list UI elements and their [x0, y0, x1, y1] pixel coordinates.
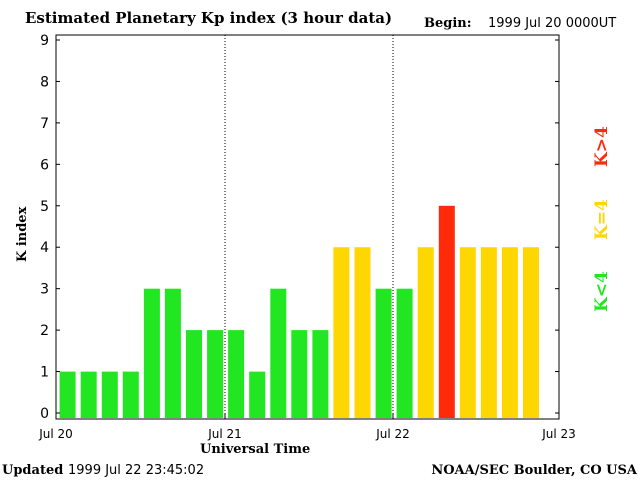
kp-bar	[80, 371, 97, 418]
begin-value: 1999 Jul 20 0000UT	[488, 16, 616, 31]
x-axis-label: Universal Time	[200, 442, 310, 457]
y-tick-label: 4	[40, 240, 49, 256]
kp-bar	[164, 288, 181, 418]
updated-value: 1999 Jul 22 23:45:02	[68, 463, 204, 478]
kp-bar	[186, 330, 202, 418]
y-tick-label: 1	[40, 365, 49, 381]
legend-high: K>4	[592, 126, 612, 167]
kp-bar	[333, 247, 350, 418]
kp-bar	[312, 330, 329, 418]
kp-bar	[417, 247, 434, 418]
kp-bar	[143, 288, 160, 418]
y-tick-label: 9	[40, 33, 49, 49]
credit: NOAA/SEC Boulder, CO USA	[431, 463, 638, 478]
legend-medium: K=4	[592, 199, 612, 240]
kp-bar	[122, 371, 139, 418]
kp-bar	[207, 330, 224, 418]
kp-bar	[396, 288, 413, 418]
x-tick-label: Jul 21	[207, 427, 242, 441]
kp-bar	[459, 247, 476, 418]
y-axis-label: K index	[15, 206, 30, 262]
kp-bar	[59, 371, 76, 418]
updated-label: Updated	[2, 463, 63, 478]
legend-low: K<4	[592, 271, 612, 312]
begin-label: Begin:	[424, 16, 472, 31]
kp-bar	[480, 247, 497, 418]
kp-bar	[501, 247, 518, 418]
y-tick-label: 5	[40, 199, 49, 215]
kp-bar	[354, 247, 371, 418]
plot-frame	[55, 34, 560, 420]
chart-title: Estimated Planetary Kp index (3 hour dat…	[25, 9, 392, 27]
y-tick-label: 2	[40, 323, 49, 339]
kp-bar	[228, 330, 245, 418]
kp-bar	[375, 288, 392, 418]
x-tick-label: Jul 22	[375, 427, 410, 441]
y-tick-label: 7	[40, 116, 49, 132]
x-tick-label: Jul 20	[38, 427, 73, 441]
y-tick-label: 6	[40, 157, 49, 173]
kp-bar	[101, 371, 118, 418]
kp-bar	[523, 247, 539, 418]
y-tick-label: 3	[40, 282, 49, 298]
y-tick-label: 0	[40, 406, 49, 422]
kp-bar	[291, 330, 308, 418]
x-tick-label: Jul 23	[541, 427, 576, 441]
kp-bar	[249, 371, 266, 418]
kp-bar	[438, 205, 455, 418]
y-tick-label: 8	[40, 74, 49, 90]
kp-bar	[270, 288, 287, 418]
